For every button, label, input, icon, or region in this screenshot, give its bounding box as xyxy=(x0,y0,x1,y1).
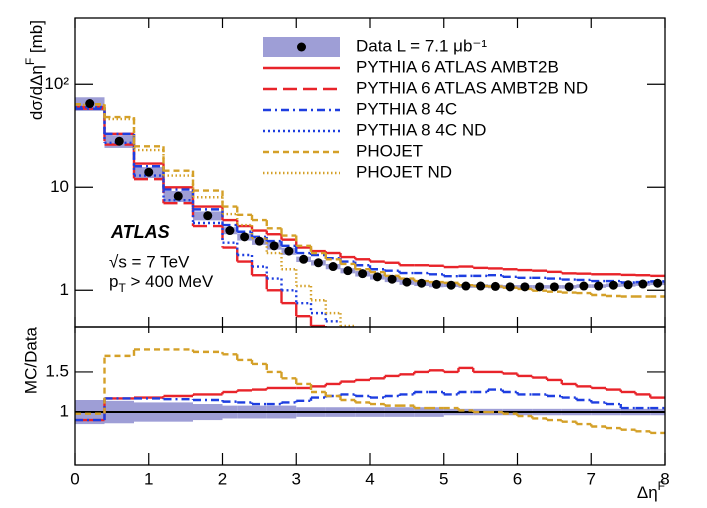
legend-label: PHOJET xyxy=(356,141,423,160)
data-point xyxy=(476,281,486,291)
data-point xyxy=(387,274,397,284)
data-point xyxy=(313,258,323,268)
data-point xyxy=(638,279,648,289)
y-tick-label: 10 xyxy=(50,177,69,196)
data-point xyxy=(144,167,154,177)
ratio-axis-label: MC/Data xyxy=(21,326,40,394)
x-label-sup: F xyxy=(658,479,665,493)
y-label-rest: [mb] xyxy=(27,20,46,58)
pt-sub: T xyxy=(118,281,126,295)
x-tick-label: 6 xyxy=(513,469,522,488)
data-point xyxy=(608,280,618,290)
legend: Data L = 7.1 μb⁻¹ PYTHIA 6 ATLAS AMBT2B PY… xyxy=(263,36,588,181)
data-point xyxy=(254,236,264,246)
data-point xyxy=(299,254,309,264)
legend-label: Data L = 7.1 μb⁻¹ xyxy=(356,36,487,55)
x-label-text: Δη xyxy=(637,483,658,502)
data-point xyxy=(490,281,500,291)
data-point xyxy=(417,278,427,288)
data-point xyxy=(461,281,471,291)
data-point xyxy=(114,136,124,146)
ratio-plot-area xyxy=(75,348,665,435)
y-label-sup: F xyxy=(23,58,37,65)
legend-label: PYTHIA 8 4C ND xyxy=(356,120,486,139)
data-point xyxy=(594,281,604,291)
x-tick-label: 0 xyxy=(70,469,79,488)
data-point xyxy=(520,282,530,292)
pt-text: p xyxy=(109,272,118,291)
data-point xyxy=(579,281,589,291)
y-tick-label: 1 xyxy=(60,280,69,299)
data-point xyxy=(343,266,353,276)
data-point xyxy=(549,282,559,292)
top-plot-area xyxy=(75,97,665,327)
legend-label: PYTHIA 6 ATLAS AMBT2B xyxy=(356,57,559,76)
data-point xyxy=(284,246,294,256)
x-tick-label: 7 xyxy=(587,469,596,488)
experiment-label: ATLAS xyxy=(110,222,170,242)
data-point xyxy=(358,269,368,279)
axes: 0 1 2 3 4 5 6 7 8 1 10 10² 1 1.5 xyxy=(44,17,670,488)
data-point xyxy=(446,280,456,290)
x-tick-label: 5 xyxy=(439,469,448,488)
ratio-y-tick-label: 1.5 xyxy=(45,361,69,380)
data-point xyxy=(505,282,515,292)
data-point xyxy=(535,282,545,292)
x-tick-label: 4 xyxy=(365,469,374,488)
pt-label: pT > 400 MeV xyxy=(109,272,214,295)
data-point xyxy=(173,191,183,201)
legend-marker xyxy=(297,42,306,52)
legend-label: PYTHIA 6 ATLAS AMBT2B ND xyxy=(356,78,588,97)
data-point xyxy=(85,99,95,109)
data-point xyxy=(564,282,574,292)
energy-label: √s = 7 TeV xyxy=(109,252,190,271)
data-point xyxy=(653,278,663,288)
legend-label: PHOJET ND xyxy=(356,162,452,181)
x-tick-label: 1 xyxy=(144,469,153,488)
data-point xyxy=(203,211,213,221)
pt-rest: > 400 MeV xyxy=(126,272,214,291)
data-point xyxy=(402,277,412,287)
data-point xyxy=(225,226,235,236)
data-point xyxy=(372,272,382,282)
y-label-text: dσ/dΔη xyxy=(27,65,46,120)
data-point xyxy=(623,280,633,290)
x-tick-label: 3 xyxy=(292,469,301,488)
legend-label: PYTHIA 8 4C xyxy=(356,99,457,118)
x-tick-label: 8 xyxy=(660,469,669,488)
data-point xyxy=(269,241,279,251)
data-point xyxy=(328,262,338,272)
y-tick-label: 10² xyxy=(44,74,69,93)
data-point xyxy=(240,232,250,242)
data-point xyxy=(431,279,441,289)
y-axis-label: dσ/dΔηF [mb] xyxy=(23,20,46,120)
ratio-y-tick-label: 1 xyxy=(60,402,69,421)
x-tick-label: 2 xyxy=(218,469,227,488)
x-axis-label: ΔηF xyxy=(637,479,665,502)
